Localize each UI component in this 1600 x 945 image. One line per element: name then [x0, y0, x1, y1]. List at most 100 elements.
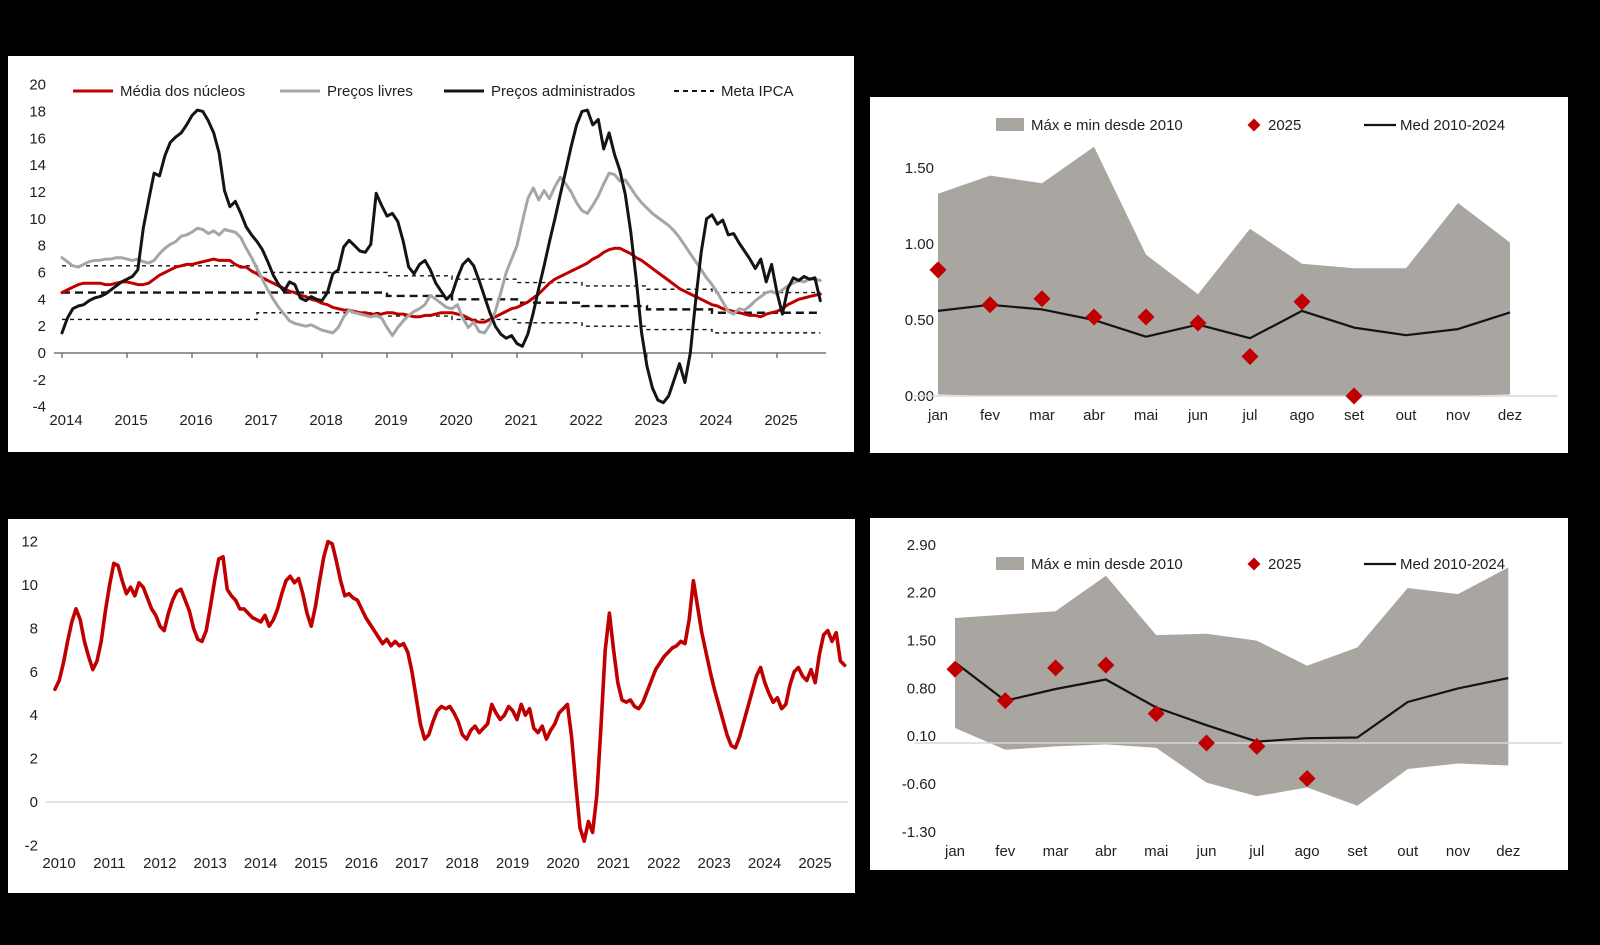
- x-tick-label: mai: [1134, 407, 1158, 424]
- y-tick-label: 1.50: [907, 633, 936, 650]
- diamond-jun: [1198, 734, 1215, 752]
- y-tick-label: 0.80: [907, 680, 936, 697]
- diamond-jul: [1248, 737, 1266, 755]
- x-tick-label: 2025: [764, 412, 797, 429]
- x-tick-label: 2024: [748, 855, 781, 872]
- y-tick-label: 2: [38, 318, 46, 335]
- diamond-mai: [1137, 308, 1155, 326]
- diamond-mai: [1147, 705, 1165, 723]
- y-tick-label: 16: [29, 130, 46, 147]
- legend: Máx e min desde 2010 2025 Med 2010-2024: [996, 556, 1505, 573]
- y-tick-label: 2: [30, 751, 38, 768]
- x-tick-label: dez: [1498, 407, 1522, 424]
- y-tick-label: 4: [30, 707, 38, 724]
- series-precos-administrados: [60, 108, 822, 405]
- y-tick-label: -4: [33, 399, 46, 416]
- y-tick-label: 10: [29, 211, 46, 228]
- diamond-jul: [1241, 347, 1259, 365]
- legend: Máx e min desde 2010 2025 Med 2010-2024: [996, 117, 1505, 134]
- y-tick-label: -1.30: [902, 824, 936, 841]
- x-tick-label: nov: [1446, 407, 1471, 424]
- x-axis-labels: 2010 2011 2012 2013 2014 2015 2016 2017 2018 2019…: [42, 855, 831, 872]
- x-tick-label: fev: [980, 407, 1001, 424]
- legend-swatch-2025: [1247, 118, 1261, 132]
- x-tick-label: 2023: [698, 855, 731, 872]
- x-tick-label: jul: [1248, 843, 1264, 860]
- y-tick-label: 8: [30, 620, 38, 637]
- diamond-set: [1345, 387, 1363, 405]
- diamond-fev: [981, 296, 999, 314]
- y-tick-label: 20: [29, 77, 46, 94]
- diamond-mar: [1033, 290, 1051, 308]
- y-tick-label: 14: [29, 157, 46, 174]
- legend-label-2025: 2025: [1268, 556, 1301, 573]
- x-tick-label: jun: [1195, 843, 1216, 860]
- x-tick-label: 2015: [294, 855, 327, 872]
- x-tick-label: set: [1347, 843, 1368, 860]
- x-tick-label: set: [1344, 407, 1365, 424]
- x-tick-label: 2025: [798, 855, 831, 872]
- legend-swatch-band: [996, 557, 1024, 570]
- legend-swatch-band: [996, 118, 1024, 131]
- diamond-abr: [1097, 656, 1115, 674]
- legend-label-2025: 2025: [1268, 117, 1301, 134]
- diamond-jan: [946, 660, 964, 678]
- y-tick-label: 12: [29, 184, 46, 201]
- meta-ipca-upper-band: [62, 265, 821, 294]
- y-tick-label: 2.90: [907, 537, 936, 554]
- x-tick-label: mar: [1029, 407, 1055, 424]
- x-tick-label: 2016: [179, 412, 212, 429]
- x-tick-label: nov: [1446, 843, 1471, 860]
- y-tick-label: 4: [38, 291, 46, 308]
- y-tick-label: 0: [38, 345, 46, 362]
- seasonal-bottom-plot: 2.90 2.20 1.50 0.80 0.10 -0.60 -1.30 jan fev mar a…: [902, 537, 1562, 860]
- x-tick-label: 2020: [439, 412, 472, 429]
- legend-label-meta-ipca: Meta IPCA: [721, 83, 794, 100]
- y-tick-label: 12: [21, 534, 38, 551]
- x-tick-label: 2017: [244, 412, 277, 429]
- x-tick-label: abr: [1083, 407, 1105, 424]
- series-precos-livres: [60, 171, 822, 338]
- x-tick-label: jun: [1187, 407, 1208, 424]
- chart-panel-seasonal-bottom: 2.90 2.20 1.50 0.80 0.10 -0.60 -1.30 jan fev mar a…: [870, 518, 1568, 870]
- series-med-2010-2024: [937, 303, 1511, 340]
- x-axis-labels: jan fev mar abr mai jun jul ago set out nov dez: [944, 843, 1520, 860]
- legend-label-band: Máx e min desde 2010: [1031, 117, 1183, 134]
- x-tick-label: ago: [1295, 843, 1320, 860]
- x-tick-label: 2017: [395, 855, 428, 872]
- x-tick-label: 2016: [345, 855, 378, 872]
- x-tick-label: jul: [1241, 407, 1257, 424]
- x-tick-label: fev: [995, 843, 1016, 860]
- x-tick-label: 2011: [93, 855, 125, 872]
- x-tick-label: mar: [1043, 843, 1069, 860]
- y-axis-labels: 1.501.000.500.00: [905, 160, 934, 405]
- y-tick-label: -2: [25, 837, 38, 854]
- y-tick-label: 0: [30, 794, 38, 811]
- x-tick-label: 2015: [114, 412, 147, 429]
- x-axis-labels: 2014 2015 2016 2017 2018 2019 2020 2021 2022 2023…: [49, 353, 798, 429]
- chart-panel-monthly-indicator: 12 10 8 6 4 2 0 -2 2010 2011 2012 2013 2014 2015 2016 2…: [8, 519, 855, 893]
- diamond-jun: [1189, 314, 1207, 332]
- x-tick-label: out: [1397, 843, 1419, 860]
- band-max-min: [955, 567, 1509, 806]
- x-tick-label: ago: [1289, 407, 1314, 424]
- y-tick-label: 10: [21, 577, 38, 594]
- series-line: [53, 539, 847, 843]
- legend-label-precos-livres: Preços livres: [327, 83, 413, 100]
- x-tick-label: 2024: [699, 412, 732, 429]
- x-tick-label: 2019: [374, 412, 407, 429]
- meta-ipca-center: [62, 291, 821, 314]
- x-tick-label: 2020: [546, 855, 579, 872]
- y-tick-label: 18: [29, 103, 46, 120]
- band-max-min: [938, 146, 1510, 396]
- legend-label-med: Med 2010-2024: [1400, 556, 1505, 573]
- meta-ipca-lower-band: [62, 312, 821, 334]
- chart-panel-core-groups: 20 18 16 14 12 10 8 6 4 2 0 -2 -4 2014 2015 2016 2017 201…: [8, 56, 854, 452]
- x-tick-label: 2014: [49, 412, 82, 429]
- legend: Média dos núcleos Preços livres Preços adm…: [73, 83, 794, 100]
